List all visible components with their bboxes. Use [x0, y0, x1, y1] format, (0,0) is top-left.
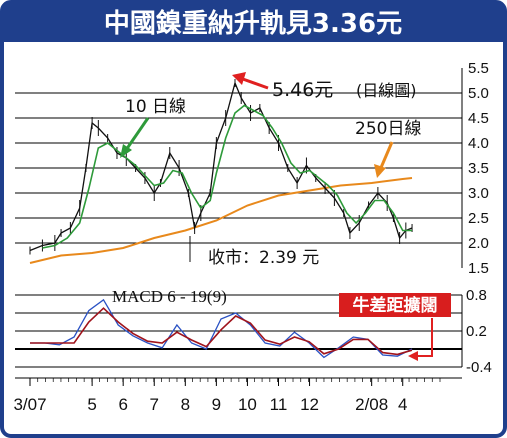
x-tick-label-9: 2/08: [355, 395, 388, 414]
macd-ytick-label-1: 0.2: [466, 323, 487, 340]
price-ytick-label-1: 5.0: [468, 85, 489, 102]
ma10-arrow-head: [120, 144, 132, 158]
x-tick-label-0: 3/07: [13, 395, 46, 414]
ma250-arrow-head: [374, 164, 386, 178]
macd-note-label: 牛差距擴闊: [353, 295, 438, 316]
peak-note: (日線圖): [356, 81, 417, 100]
price-ytick-label-2: 4.5: [468, 110, 489, 127]
ma250-line: [29, 177, 413, 264]
price-ytick-label-3: 4.0: [468, 135, 489, 152]
peak-arrow-shaft: [239, 76, 269, 90]
peak-arrow-head: [232, 72, 246, 85]
ma10-arrow-shaft: [124, 117, 150, 151]
x-tick-label-10: 4: [398, 395, 407, 414]
price-line: [29, 80, 413, 252]
peak-label: 5.46元: [272, 79, 333, 101]
chart-title: 中國鎳重納升軌見3.36元: [104, 8, 402, 39]
close-label: 收市：2.39 元: [208, 248, 319, 268]
x-tick-label-2: 6: [118, 395, 127, 414]
title-bar-base: [2, 30, 505, 42]
x-tick-label-7: 11: [270, 395, 288, 414]
ma10-line: [42, 104, 412, 249]
macd-ytick-label-0: 0.8: [466, 287, 487, 304]
macd-signal-line: [30, 307, 413, 356]
price-ytick-label-0: 5.5: [468, 60, 489, 77]
macd-note-arrow-head: [408, 351, 418, 361]
ma250-arrow-shaft: [378, 141, 394, 171]
x-tick-label-6: 10: [238, 395, 257, 414]
macd-panel-label: MACD 6 - 19(9): [112, 287, 227, 306]
x-tick-label-5: 9: [212, 395, 221, 414]
macd-note-box: [339, 293, 451, 317]
ma250-label: 250日線: [355, 119, 421, 139]
x-tick-label-3: 7: [150, 395, 159, 414]
x-tick-label-4: 8: [181, 395, 190, 414]
macd-line: [30, 298, 413, 359]
macd-ytick-label-2: -0.4: [466, 359, 492, 376]
x-tick-label-8: 12: [300, 395, 319, 414]
price-ytick-label-8: 1.5: [468, 260, 489, 277]
price-ytick-label-4: 3.5: [468, 160, 489, 177]
x-tick-label-1: 5: [87, 395, 96, 414]
macd-note-arrow-shaft: [416, 318, 433, 357]
price-ytick-label-6: 2.5: [468, 210, 489, 227]
price-ytick-label-5: 3.0: [468, 185, 489, 202]
price-ytick-label-7: 2.0: [468, 235, 489, 252]
ma10-label: 10 日線: [125, 97, 186, 117]
